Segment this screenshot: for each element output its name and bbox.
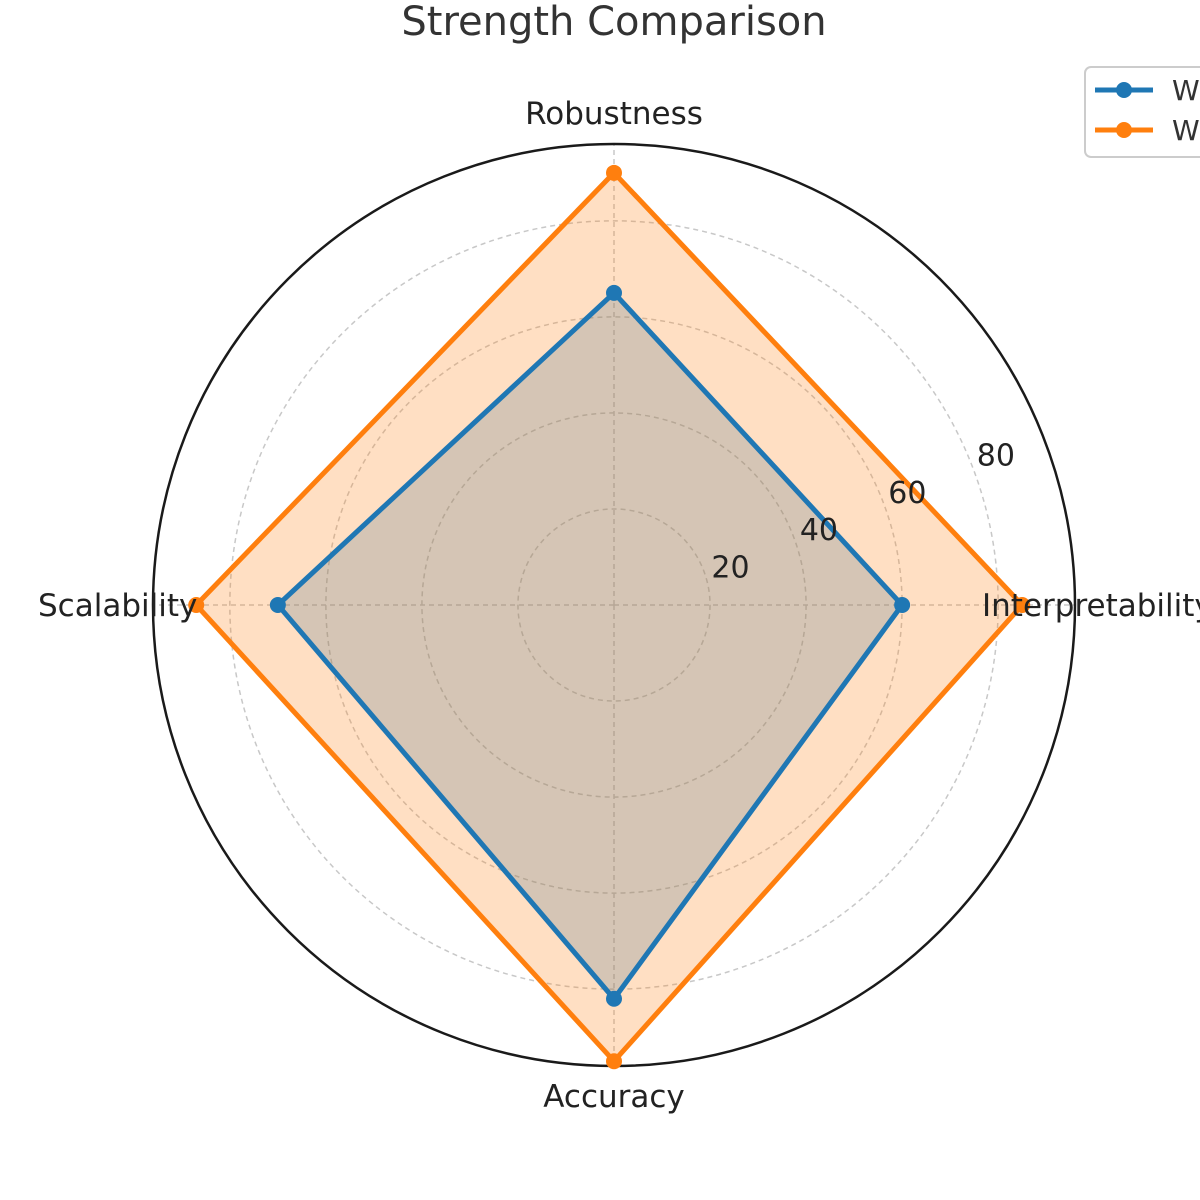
series-0-fill (277, 292, 903, 999)
grid-circle-80 (229, 220, 999, 990)
series-0-point-2 (606, 990, 622, 1007)
legend-label-0: W (1172, 74, 1200, 107)
chart-title: Strength Comparison (401, 0, 826, 45)
r-tick-label-60: 60 (888, 476, 926, 511)
series-1-point-0 (606, 164, 622, 181)
series-1-point-1 (1014, 597, 1031, 613)
legend-marker-1 (1116, 122, 1132, 138)
series-1-point-3 (188, 597, 205, 613)
r-tick-label-40: 40 (800, 513, 838, 548)
axis-label-3: Scalability (38, 588, 197, 624)
legend-label-1: W (1172, 114, 1200, 147)
r-tick-label-20: 20 (711, 551, 749, 586)
legend: WW (1084, 66, 1200, 158)
grid-circle-20 (517, 508, 711, 702)
series-0-point-1 (894, 597, 911, 613)
series-layer (188, 164, 1031, 1070)
axis-label-0: Robustness (525, 96, 703, 132)
series-1-fill (196, 172, 1023, 1062)
r-tick-label-80: 80 (977, 438, 1015, 473)
series-1-point-2 (606, 1053, 622, 1070)
series-0-point-0 (606, 284, 622, 301)
axis-label-2: Accuracy (543, 1079, 685, 1115)
axis-labels: Robustness Interpretability Accuracy Scalab… (38, 96, 1200, 1115)
legend-marker-0 (1116, 82, 1132, 98)
series-0-point-3 (269, 597, 286, 613)
axis-label-1: Interpretability (982, 588, 1200, 624)
grid (151, 142, 1077, 1068)
